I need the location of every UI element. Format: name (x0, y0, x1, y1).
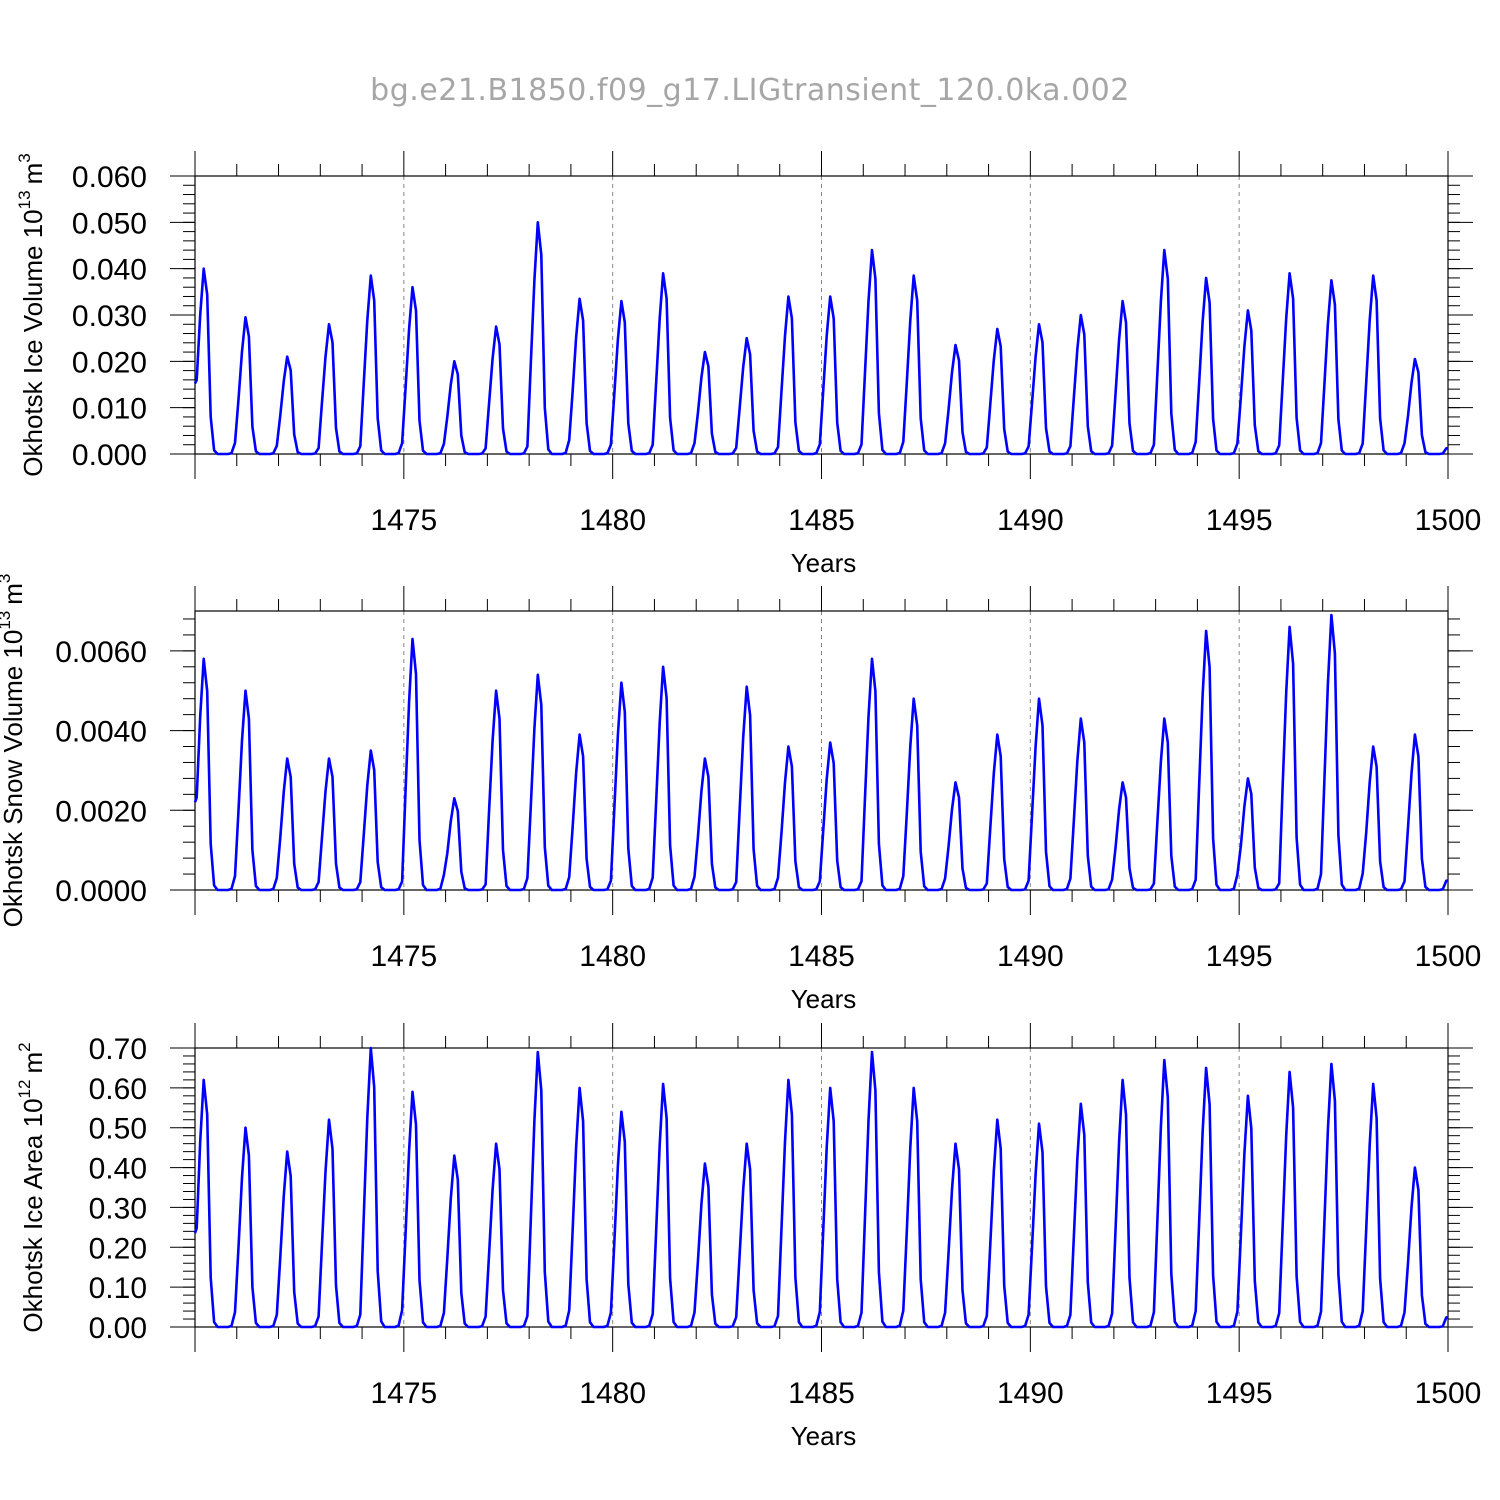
y-tick-label: 0.0040 (55, 716, 147, 749)
data-series-line (193, 613, 1448, 892)
y-tick-label: 0.0020 (55, 795, 147, 828)
data-series-line (193, 1046, 1448, 1329)
y-tick-label: 0.00 (89, 1312, 147, 1345)
x-tick-label: 1475 (370, 940, 437, 973)
snow-volume-panel: 0.0000 0.0020 0.0040 0.0060 1475 1480 1485 1490… (0, 574, 1481, 1014)
x-tick-label: 1490 (997, 504, 1064, 537)
x-tick-label: 1495 (1206, 940, 1273, 973)
x-tick-label: 1480 (579, 1377, 646, 1410)
x-tick-label: 1485 (788, 1377, 855, 1410)
data-series-line (193, 221, 1448, 456)
x-tick-label: 1490 (997, 1377, 1064, 1410)
y-tick-label: 0.020 (72, 346, 147, 379)
y-tick-label: 0.060 (72, 161, 147, 194)
y-tick-label: 0.030 (72, 300, 147, 333)
ice-volume-panel: 0.000 0.010 0.020 0.030 0.040 0.050 0.060 1475 1… (15, 151, 1481, 578)
y-tick-label: 0.20 (89, 1232, 147, 1265)
y-tick-label: 0.30 (89, 1192, 147, 1225)
x-tick-label: 1500 (1415, 940, 1482, 973)
x-tick-label: 1500 (1415, 504, 1482, 537)
x-tick-label: 1480 (579, 504, 646, 537)
x-tick-label: 1500 (1415, 1377, 1482, 1410)
y-tick-label: 0.0060 (55, 636, 147, 669)
x-axis-label: Years (791, 1421, 857, 1451)
y-axis-label: Okhotsk Snow Volume 1013m3 (0, 574, 28, 928)
x-tick-label: 1480 (579, 940, 646, 973)
figure-title: bg.e21.B1850.f09_g17.LIGtransient_120.0k… (370, 73, 1130, 108)
y-tick-label: 0.050 (72, 207, 147, 240)
x-tick-label: 1495 (1206, 504, 1273, 537)
y-tick-label: 0.40 (89, 1153, 147, 1186)
y-axis-label: Okhotsk Ice Area 1012m2 (15, 1042, 48, 1332)
x-tick-label: 1490 (997, 940, 1064, 973)
y-tick-label: 0.50 (89, 1113, 147, 1146)
y-axis-label: Okhotsk Ice Volume 1013m3 (15, 153, 48, 476)
y-tick-label: 0.10 (89, 1272, 147, 1305)
y-tick-label: 0.000 (72, 439, 147, 472)
x-tick-label: 1485 (788, 940, 855, 973)
y-tick-label: 0.010 (72, 393, 147, 426)
x-tick-label: 1495 (1206, 1377, 1273, 1410)
y-tick-label: 0.0000 (55, 875, 147, 908)
y-tick-label: 0.60 (89, 1073, 147, 1106)
x-axis-label: Years (791, 984, 857, 1014)
x-tick-label: 1485 (788, 504, 855, 537)
x-tick-label: 1475 (370, 504, 437, 537)
ice-area-panel: 0.00 0.10 0.20 0.30 0.40 0.50 0.60 0.70 1475 1480… (15, 1023, 1481, 1451)
x-tick-label: 1475 (370, 1377, 437, 1410)
x-axis-label: Years (791, 548, 857, 578)
y-tick-label: 0.040 (72, 254, 147, 287)
y-tick-label: 0.70 (89, 1033, 147, 1066)
